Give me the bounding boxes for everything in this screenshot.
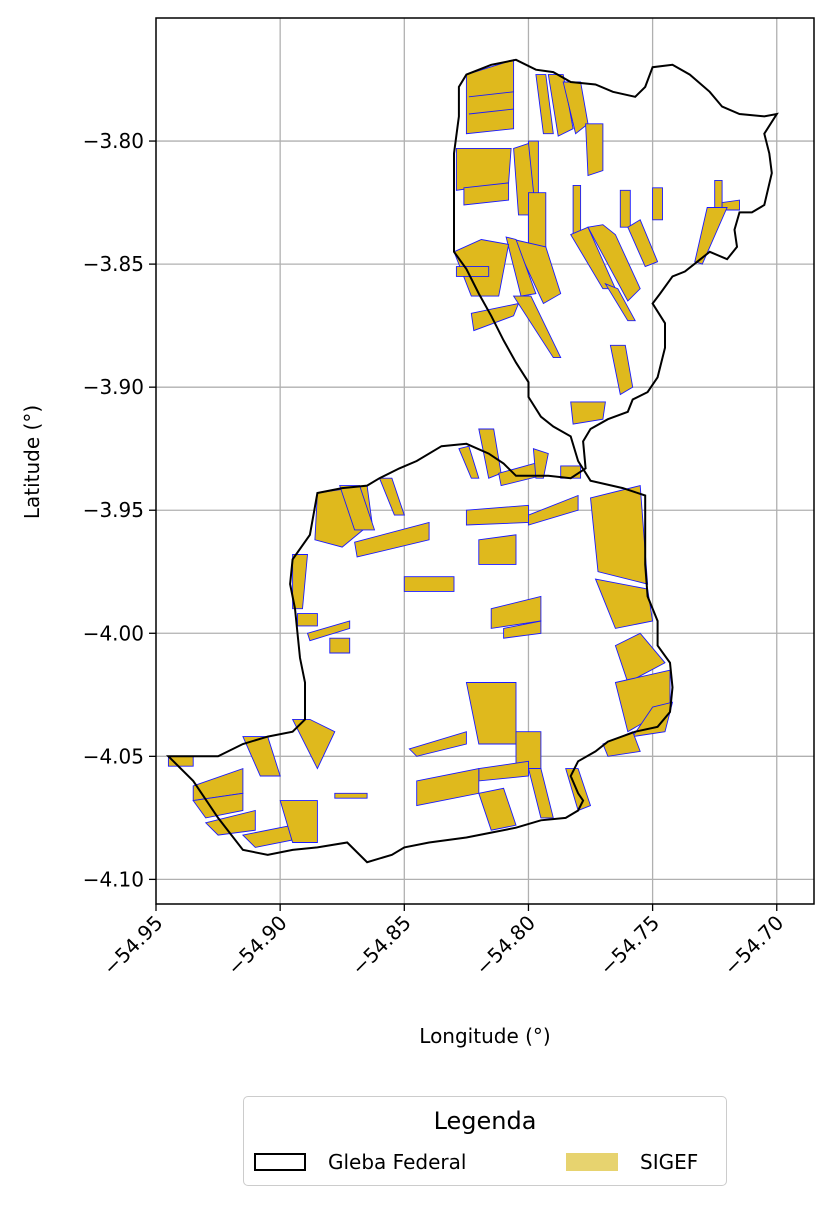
sigef-parcel-divider — [468, 91, 514, 98]
x-tick-label: −54.70 — [719, 911, 788, 980]
sigef-parcel — [714, 179, 723, 208]
y-tick-label: −4.00 — [83, 621, 144, 645]
sigef-parcel — [535, 74, 554, 135]
legend-swatch-outline — [254, 1153, 306, 1171]
sigef-parcel — [585, 123, 604, 177]
y-tick-label: −3.90 — [83, 375, 144, 399]
sigef-parcel — [572, 184, 582, 238]
sigef-parcel — [512, 295, 562, 359]
sigef-parcel — [465, 59, 515, 135]
legend-swatch-fill — [566, 1153, 618, 1171]
sigef-parcel — [455, 266, 490, 277]
sigef-parcel — [527, 768, 554, 819]
y-tick-label: −4.10 — [83, 867, 144, 891]
sigef-parcel — [204, 809, 256, 836]
sigef-parcel — [627, 219, 659, 268]
sigef-parcel — [292, 554, 308, 610]
sigef-parcel — [242, 736, 281, 777]
gleba-federal-boundary — [165, 58, 779, 864]
sigef-parcel — [297, 613, 318, 627]
sigef-parcel — [334, 792, 368, 799]
y-tick-label: −3.95 — [83, 498, 144, 522]
x-tick-label: −54.95 — [98, 911, 167, 980]
x-tick-label: −54.75 — [595, 911, 664, 980]
sigef-parcel — [614, 632, 666, 684]
y-tick-label: −3.80 — [83, 129, 144, 153]
sigef-parcel — [306, 620, 351, 642]
x-axis-label: Longitude (°) — [419, 1024, 550, 1048]
sigef-parcel — [478, 787, 517, 831]
sigef-parcel — [458, 445, 480, 479]
legend: Legenda Gleba Federal SIGEF — [243, 1096, 727, 1186]
y-axis-label: Latitude (°) — [20, 405, 44, 519]
sigef-parcel — [619, 189, 631, 228]
sigef-parcel — [470, 302, 520, 332]
sigef-parcel — [329, 637, 351, 654]
legend-title: Legenda — [433, 1107, 537, 1135]
sigef-parcel — [587, 224, 641, 302]
sigef-parcel — [463, 182, 510, 206]
sigef-parcel — [408, 731, 467, 757]
sigef-parcel — [378, 477, 405, 516]
sigef-parcel — [528, 494, 579, 526]
sigef-parcel — [532, 448, 549, 479]
sigef-parcel — [594, 578, 654, 629]
x-tick-label: −54.85 — [347, 911, 416, 980]
legend-entry-gleba: Gleba Federal — [254, 1149, 466, 1175]
x-tick-label: −54.90 — [222, 911, 291, 980]
sigef-parcel — [403, 576, 455, 592]
sigef-parcel — [590, 485, 649, 585]
y-tick-label: −4.05 — [83, 744, 144, 768]
sigef-parcel — [279, 800, 318, 843]
sigef-parcel — [503, 620, 542, 639]
plot-frame — [155, 17, 815, 905]
x-tick-label: −54.80 — [471, 911, 540, 980]
sigef-parcel — [505, 236, 537, 297]
sigef-parcel — [478, 534, 517, 565]
sigef-parcel — [512, 238, 562, 305]
y-tick-label: −3.85 — [83, 252, 144, 276]
sigef-parcel — [694, 207, 728, 265]
sigef-parcel — [560, 465, 582, 479]
legend-label-sigef: SIGEF — [640, 1150, 699, 1174]
sigef-parcel — [604, 282, 636, 322]
legend-label-gleba: Gleba Federal — [328, 1150, 467, 1174]
sigef-parcel — [631, 701, 674, 738]
sigef-parcel — [652, 187, 663, 221]
legend-entry-sigef: SIGEF — [566, 1149, 698, 1175]
sigef-parcel — [570, 401, 606, 425]
sigef-parcel — [339, 485, 376, 531]
sigef-parcel — [354, 521, 430, 558]
sigef-parcel — [609, 344, 634, 396]
sigef-parcel-divider — [468, 108, 514, 115]
